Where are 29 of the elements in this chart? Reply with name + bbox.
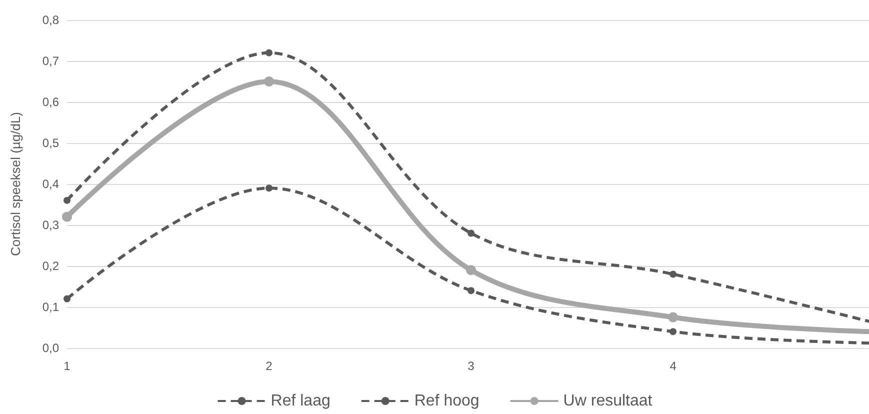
point: [266, 49, 273, 56]
point: [668, 312, 678, 322]
point: [468, 230, 475, 237]
y-tick-label: 0,0: [42, 341, 60, 355]
x-tick-label: 1: [64, 359, 71, 373]
point: [64, 295, 70, 302]
y-tick-label: 0,3: [42, 218, 60, 232]
y-tick-label: 0,6: [42, 95, 60, 109]
x-tick-label: 4: [670, 359, 677, 373]
legend-label: Ref laag: [270, 392, 330, 410]
point: [264, 76, 274, 86]
point: [62, 212, 72, 222]
point: [670, 270, 677, 278]
point: [64, 196, 70, 204]
y-tick-label: 0,7: [42, 54, 60, 68]
legend-label: Ref hoog: [414, 392, 480, 410]
point: [466, 265, 476, 276]
point: [266, 184, 273, 192]
y-tick-label: 0,8: [42, 13, 60, 27]
point: [468, 287, 475, 294]
y-tick-label: 0,2: [42, 259, 60, 273]
point: [670, 328, 677, 336]
x-tick-label: 3: [468, 359, 475, 373]
y-tick-label: 0,4: [42, 177, 60, 191]
legend-label: Uw resultaat: [563, 392, 653, 410]
y-axis-title: Cortisol speeksel (µg/dL): [8, 112, 23, 256]
x-tick-label: 2: [266, 359, 273, 373]
y-tick-label: 0,5: [42, 136, 60, 150]
y-tick-label: 0,1: [42, 300, 60, 314]
